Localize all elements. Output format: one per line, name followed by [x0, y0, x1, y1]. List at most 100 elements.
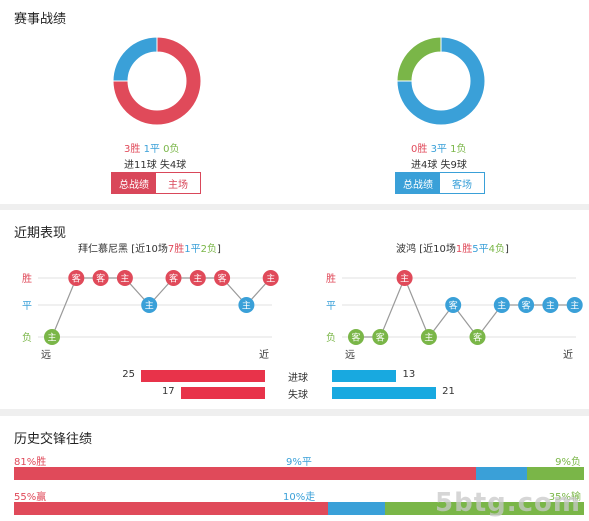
h2h-result-segment-1 — [475, 467, 527, 480]
home-venue-label: 客 — [169, 273, 178, 285]
h2h-handicap-segment-2 — [384, 502, 584, 515]
home-goals-for-value: 25 — [122, 369, 135, 380]
home-venue-label: 客 — [72, 273, 81, 285]
away-goals-against-bar — [332, 387, 437, 399]
away-venue-label: 客 — [449, 300, 458, 312]
away-axis-label-l: 负 — [326, 331, 336, 344]
home-axis-label-d: 平 — [22, 301, 32, 312]
home-record-donut — [112, 36, 202, 126]
home-axis-label-l: 负 — [22, 331, 32, 344]
home-form-point — [92, 270, 109, 286]
away-venue-label: 主 — [570, 300, 579, 312]
home-tab-overall[interactable]: 总战绩 — [112, 173, 156, 193]
away-form-line — [356, 276, 575, 339]
watermark: 5btg.com — [435, 488, 581, 518]
home-record-tabs: 总战绩 主场 — [111, 172, 201, 194]
head-to-head-panel: 历史交锋往绩 81%胜 9%平 9%负 55%赢 10%走 35%输 5btg.… — [0, 416, 589, 521]
h2h-row1-right: 9%负 — [555, 457, 581, 468]
home-venue-label: 客 — [218, 273, 227, 285]
home-goals-against-value: 17 — [161, 386, 175, 397]
h2h-row1-mid: 9%平 — [286, 457, 312, 468]
home-form-point — [238, 297, 255, 313]
away-form-point — [348, 329, 364, 345]
away-losses: 1负 — [450, 144, 467, 155]
home-draws: 1平 — [143, 144, 160, 155]
away-goals-for-value: 13 — [402, 369, 416, 380]
home-venue-label: 主 — [193, 273, 202, 285]
home-venue-label: 主 — [145, 300, 154, 312]
home-form-point — [44, 329, 60, 345]
h2h-result-bar — [14, 467, 584, 480]
h2h-row2-right: 35%输 — [548, 492, 581, 503]
home-form-point — [141, 297, 158, 313]
home-goals-for-bar — [141, 370, 265, 382]
home-venue-label: 主 — [120, 273, 129, 285]
home-donut-slice-1 — [112, 36, 158, 82]
away-wins: 0胜 — [411, 144, 428, 155]
home-venue-label: 主 — [266, 273, 275, 285]
away-form-point — [372, 329, 389, 345]
away-axis-label-w: 胜 — [326, 273, 336, 285]
home-form-heading: 拜仁慕尼黑 [近10场7胜1平2负] — [78, 244, 221, 255]
home-donut-slice-0 — [112, 36, 202, 126]
away-record-donut — [396, 36, 486, 126]
h2h-row2-left: 55%赢 — [14, 492, 47, 503]
away-form-point — [566, 297, 583, 313]
away-tab-overall[interactable]: 总战绩 — [396, 173, 440, 193]
home-form-point — [214, 270, 231, 286]
section-title-h2h: 历史交锋往绩 — [14, 432, 93, 447]
away-venue-label: 主 — [497, 300, 506, 312]
home-form-chart: 胜平负 主客客主主客主客主主远近 — [22, 270, 279, 361]
away-donut-slice-1 — [396, 36, 486, 126]
h2h-handicap-bar — [14, 502, 584, 515]
away-venue-label: 客 — [522, 300, 531, 312]
away-form-point — [469, 329, 486, 345]
home-axis-label-w: 胜 — [22, 273, 32, 285]
home-form-point — [116, 270, 133, 286]
away-form-point — [493, 297, 510, 313]
goals-for-label: 进球 — [288, 373, 308, 384]
record-panel: 赛事战绩 3胜 1平 0负 进11球 失4球 总战绩 主场 0胜 3平 1负 进… — [0, 0, 589, 204]
away-wdl-line: 0胜 3平 1负 — [411, 140, 467, 155]
away-donut-slice-2 — [396, 36, 442, 82]
section-title-record: 赛事战绩 — [14, 12, 67, 27]
home-form-point — [165, 270, 182, 286]
away-form-heading: 波鸿 [近10场1胜5平4负] — [396, 244, 509, 255]
away-venue-label: 主 — [400, 273, 409, 285]
away-draws: 3平 — [430, 144, 447, 155]
home-tab-home[interactable]: 主场 — [168, 179, 188, 191]
home-wins: 3胜 — [124, 144, 141, 155]
away-venue-label: 主 — [546, 300, 555, 312]
h2h-result-segment-2 — [526, 467, 584, 480]
home-venue-label: 客 — [96, 273, 105, 285]
away-form-point — [396, 270, 413, 286]
away-venue-label: 客 — [473, 332, 482, 344]
away-goals-against-value: 21 — [442, 386, 455, 397]
section-title-recent: 近期表现 — [14, 226, 67, 241]
away-venue-label: 客 — [376, 332, 385, 344]
home-goals-against-bar — [180, 387, 265, 399]
away-form-chart: 胜平负客客主主客客主客主主远近 — [326, 270, 583, 361]
away-venue-label: 主 — [424, 332, 433, 344]
away-axis-label-d: 平 — [326, 301, 336, 312]
h2h-result-segment-0 — [14, 467, 476, 480]
home-form-point — [189, 270, 206, 286]
home-goals-line: 进11球 失4球 — [124, 160, 187, 171]
away-goals-for-bar — [332, 370, 397, 382]
away-form-point — [420, 329, 437, 345]
away-form-point — [445, 297, 462, 313]
h2h-handicap-segment-0 — [14, 502, 328, 515]
home-venue-label: 主 — [242, 300, 251, 312]
away-form-point — [542, 297, 559, 313]
h2h-row2-mid: 10%走 — [283, 492, 316, 503]
away-venue-label: 客 — [351, 332, 360, 344]
away-near-label: 近 — [563, 348, 573, 361]
home-form-point — [262, 270, 279, 286]
goals-against-label: 失球 — [288, 390, 308, 401]
home-near-label: 近 — [259, 348, 269, 361]
home-venue-label: 主 — [47, 332, 56, 344]
home-wdl-line: 3胜 1平 0负 — [124, 140, 180, 155]
recent-form-panel: 近期表现 拜仁慕尼黑 [近10场7胜1平2负] 波鸿 [近10场1胜5平4负] … — [0, 210, 589, 409]
h2h-row1-left: 81%胜 — [14, 457, 47, 468]
away-tab-away[interactable]: 客场 — [452, 179, 472, 191]
